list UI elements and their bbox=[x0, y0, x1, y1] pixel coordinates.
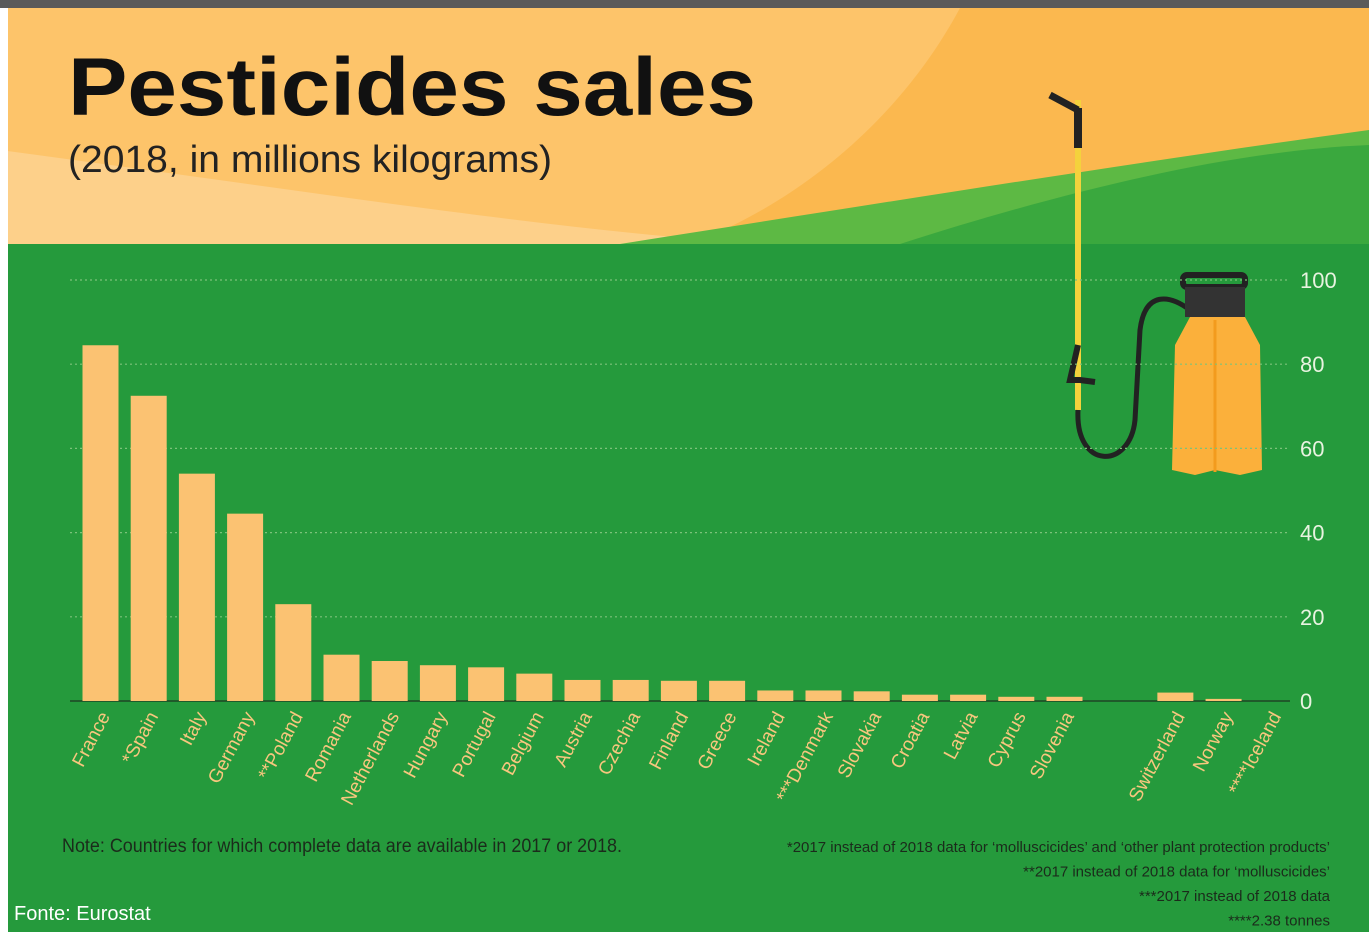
bar bbox=[371, 661, 408, 701]
note: Note: Countries for which complete data … bbox=[62, 836, 622, 857]
bar bbox=[468, 667, 505, 701]
y-tick-label: 80 bbox=[1300, 352, 1324, 377]
bar bbox=[805, 690, 842, 701]
bar bbox=[757, 690, 794, 701]
bar bbox=[660, 680, 697, 701]
bar bbox=[998, 696, 1035, 701]
bar bbox=[1157, 692, 1194, 701]
y-tick-label: 60 bbox=[1300, 436, 1324, 461]
footnote: *2017 instead of 2018 data for ‘mollusci… bbox=[787, 839, 1330, 856]
bar bbox=[323, 654, 360, 701]
bar bbox=[82, 345, 119, 701]
bar bbox=[516, 673, 553, 701]
source: Fonte: Eurostat bbox=[14, 903, 151, 925]
footnote: ****2.38 tonnes bbox=[1228, 913, 1330, 930]
y-tick-label: 40 bbox=[1300, 521, 1324, 546]
chart-title: Pesticides sales bbox=[68, 42, 756, 133]
footnote: ***2017 instead of 2018 data bbox=[1139, 888, 1331, 905]
footnote: **2017 instead of 2018 data for ‘mollusc… bbox=[1023, 864, 1330, 881]
bar bbox=[901, 694, 938, 701]
y-tick-label: 20 bbox=[1300, 605, 1324, 630]
header-lighter bbox=[0, 150, 760, 244]
bar bbox=[853, 691, 890, 701]
header-green-dark bbox=[900, 145, 1369, 244]
bar bbox=[227, 513, 264, 701]
bar bbox=[419, 665, 456, 701]
bar bbox=[1205, 698, 1242, 701]
top-strip bbox=[0, 0, 1369, 8]
y-tick-label: 100 bbox=[1300, 268, 1337, 293]
bar bbox=[275, 604, 312, 701]
bar bbox=[709, 680, 746, 701]
bar bbox=[130, 395, 167, 701]
bar bbox=[950, 694, 987, 701]
bar bbox=[564, 679, 601, 701]
bar bbox=[178, 473, 215, 701]
chart-subtitle: (2018, in millions kilograms) bbox=[68, 139, 552, 181]
sprayer bbox=[1048, 91, 1262, 475]
y-tick-label: 0 bbox=[1300, 689, 1312, 714]
bar bbox=[1046, 696, 1083, 701]
left-edge bbox=[0, 8, 8, 932]
bar bbox=[612, 679, 649, 701]
